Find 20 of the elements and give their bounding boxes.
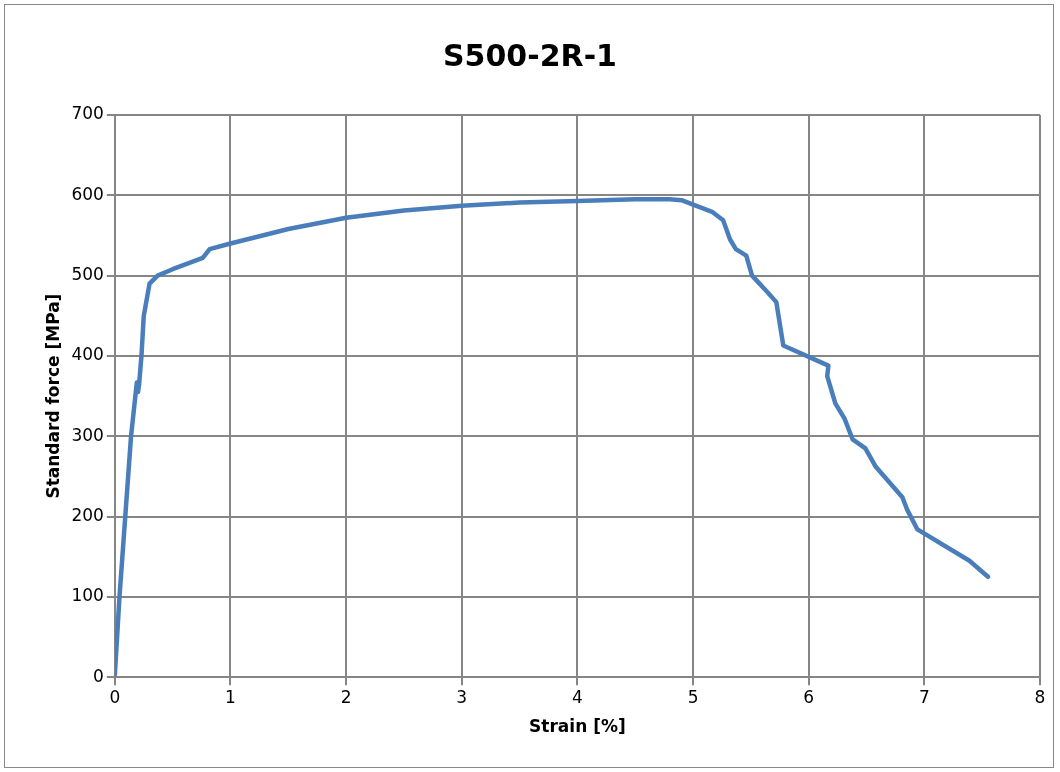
- y-tick-label: 700: [71, 103, 104, 124]
- x-tick-label: 3: [456, 686, 468, 707]
- y-tick-label: 600: [71, 183, 104, 204]
- y-tick-label: 400: [71, 344, 104, 365]
- x-tick-label: 0: [109, 686, 121, 707]
- y-tick-label: 300: [71, 424, 104, 445]
- y-tick-label: 0: [93, 665, 104, 686]
- x-axis-title: Strain [%]: [529, 716, 626, 737]
- x-tick-label: 1: [225, 686, 236, 707]
- x-tick-label: 8: [1034, 686, 1046, 707]
- y-tick-label: 200: [71, 504, 104, 525]
- x-tick-label: 7: [918, 686, 930, 707]
- y-tick-label: 500: [71, 264, 104, 285]
- x-tick-label: 2: [340, 686, 352, 707]
- x-tick-label: 6: [803, 686, 815, 707]
- x-tick-label: 4: [572, 686, 583, 707]
- chart-title: S500-2R-1: [442, 38, 618, 73]
- x-tick-label: 5: [687, 686, 699, 707]
- y-axis-title: Standard force [MPa]: [42, 293, 63, 499]
- y-tick-label: 100: [71, 585, 104, 606]
